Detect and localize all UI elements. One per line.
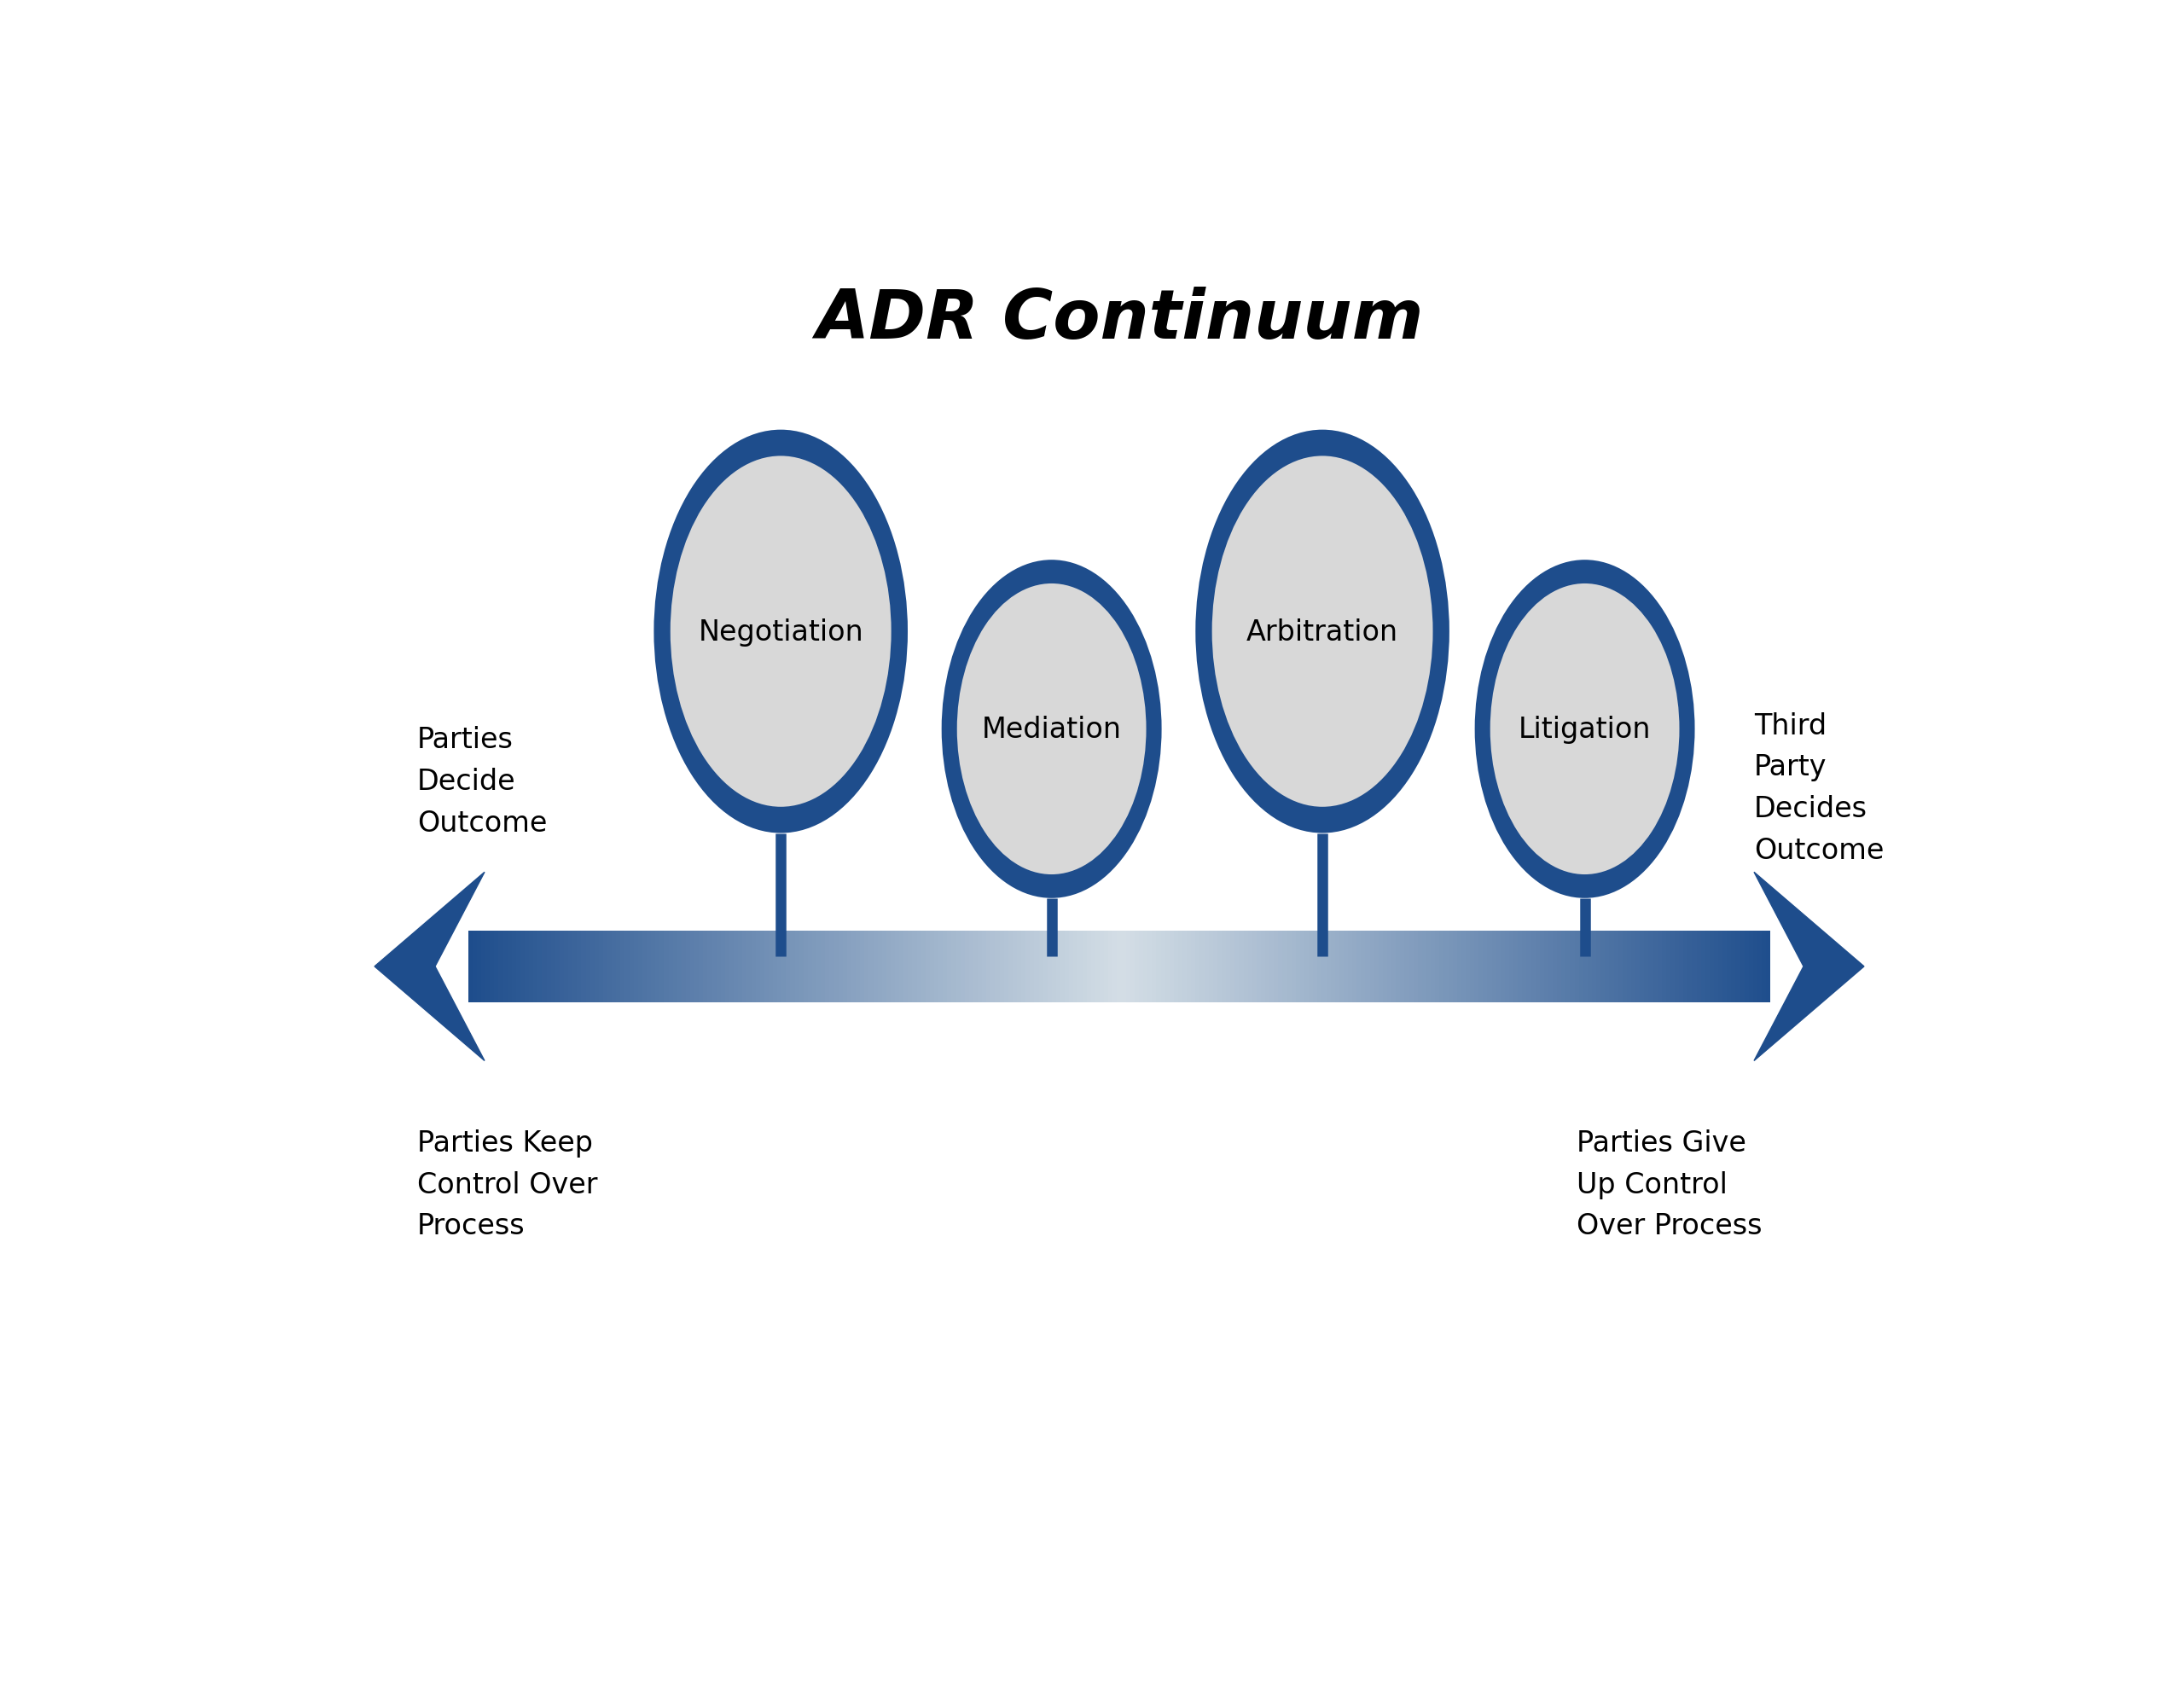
Ellipse shape — [1474, 561, 1695, 899]
Text: Litigation: Litigation — [1518, 716, 1651, 743]
Text: Arbitration: Arbitration — [1247, 618, 1398, 645]
Ellipse shape — [1195, 431, 1450, 833]
Text: Mediation: Mediation — [981, 716, 1123, 743]
Ellipse shape — [941, 561, 1162, 899]
Ellipse shape — [957, 584, 1147, 875]
Polygon shape — [376, 873, 485, 1061]
Text: Parties Keep
Control Over
Process: Parties Keep Control Over Process — [417, 1128, 596, 1240]
Text: Negotiation: Negotiation — [699, 618, 863, 645]
Text: Parties Give
Up Control
Over Process: Parties Give Up Control Over Process — [1577, 1128, 1762, 1240]
Ellipse shape — [653, 431, 909, 833]
Ellipse shape — [1212, 456, 1433, 807]
Ellipse shape — [670, 456, 891, 807]
Text: ADR Continuum: ADR Continuum — [815, 287, 1424, 353]
Text: Third
Party
Decides
Outcome: Third Party Decides Outcome — [1754, 711, 1885, 865]
Text: Parties
Decide
Outcome: Parties Decide Outcome — [417, 726, 546, 838]
Polygon shape — [1754, 873, 1865, 1061]
Ellipse shape — [1489, 584, 1679, 875]
